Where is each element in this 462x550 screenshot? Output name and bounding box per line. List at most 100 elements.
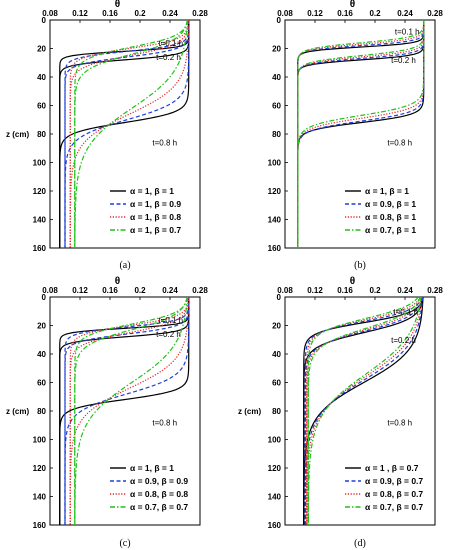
legend-label: α = 0.9, β = 1: [365, 199, 416, 209]
legend-label: α = 1, β = 0.7: [130, 225, 181, 235]
y-tick-label: 80: [37, 130, 46, 139]
legend-label: α = 0.8, β = 0.7: [365, 489, 423, 499]
x-axis-title: θ: [350, 0, 355, 10]
y-tick-label: 120: [268, 187, 282, 196]
y-tick-label: 120: [33, 187, 47, 196]
y-tick-label: 20: [272, 45, 281, 54]
series-line: [64, 20, 190, 248]
chart-panel: 0.08 0.12 0.16 0.2 0.24 0.28 0 20 40 60 80 100 120 14…: [268, 0, 444, 271]
y-axis-title: z (cm): [6, 407, 29, 416]
y-tick-label: 140: [268, 493, 282, 502]
y-tick-label: 140: [268, 216, 282, 225]
chart-panel: 0.08 0.12 0.16 0.2 0.24 0.28 0 20 40 60 80 100 120 14…: [238, 276, 443, 549]
y-tick-label: 120: [268, 464, 282, 473]
series-line: [307, 297, 422, 525]
y-tick-label: 80: [272, 130, 281, 139]
y-tick-label: 100: [268, 159, 282, 168]
x-tick-label: 0.12: [72, 9, 88, 18]
series-line: [306, 297, 421, 525]
series-line: [64, 20, 190, 248]
panel-caption: (d): [354, 538, 366, 549]
y-tick-label: 100: [33, 436, 47, 445]
y-tick-label: 60: [37, 102, 46, 111]
y-tick-label: 100: [268, 436, 282, 445]
series-line: [59, 20, 190, 248]
legend-label: α = 1, β = 0.9: [130, 199, 181, 209]
series-line: [64, 297, 190, 525]
y-tick-label: 0: [277, 16, 282, 25]
y-tick-label: 0: [42, 16, 47, 25]
time-label: t=0.2 h: [391, 336, 416, 345]
panel-caption: (a): [119, 260, 130, 271]
x-tick-label: 0.08: [42, 9, 58, 18]
x-tick-label: 0.12: [307, 286, 323, 295]
series-line: [304, 297, 423, 525]
y-tick-label: 140: [33, 493, 47, 502]
panel-caption: (c): [119, 538, 130, 549]
chart-panel: 0.08 0.12 0.16 0.2 0.24 0.28 0 20 40 60 80 100 120 14…: [6, 0, 208, 271]
legend-label: α = 0.8, β = 1: [365, 212, 416, 222]
time-label: t=0.2 h: [391, 56, 416, 65]
x-tick-label: 0.16: [102, 286, 118, 295]
series-line: [69, 20, 190, 248]
legend-label: α = 0.7, β = 0.7: [365, 502, 423, 512]
x-axis-title: θ: [115, 0, 120, 10]
series-line: [307, 297, 421, 525]
time-label: t=0.1 h: [158, 316, 183, 325]
series-line: [304, 297, 423, 525]
series-line: [74, 20, 189, 248]
x-tick-label: 0.24: [162, 9, 178, 18]
y-tick-label: 120: [33, 464, 47, 473]
series-line: [304, 297, 424, 525]
time-label: t=0.8 h: [152, 139, 177, 148]
time-label: t=0.2 h: [156, 330, 181, 339]
x-tick-label: 0.28: [192, 286, 208, 295]
x-axis-title: θ: [115, 276, 120, 287]
y-tick-label: 60: [37, 379, 46, 388]
x-tick-label: 0.2: [369, 286, 381, 295]
series-line: [69, 297, 190, 525]
legend-label: α = 1 , β = 0.7: [365, 463, 419, 473]
x-tick-label: 0.16: [102, 9, 118, 18]
x-tick-label: 0.2: [369, 9, 381, 18]
series-line: [74, 297, 188, 525]
time-label: t=0.8 h: [152, 418, 177, 427]
y-tick-label: 160: [33, 521, 47, 530]
time-label: t=0.1 h: [395, 27, 420, 36]
y-axis-title: z (cm): [238, 407, 261, 416]
y-tick-label: 160: [268, 521, 282, 530]
legend-label: α = 0.8, β = 0.8: [130, 489, 188, 499]
y-tick-label: 40: [37, 73, 46, 82]
y-tick-label: 40: [272, 73, 281, 82]
x-tick-label: 0.08: [277, 9, 293, 18]
chart-panel: 0.08 0.12 0.16 0.2 0.24 0.28 0 20 40 60 80 100 120 14…: [6, 276, 208, 549]
x-tick-label: 0.08: [42, 286, 58, 295]
series-line: [297, 20, 425, 248]
time-label: t=0.8 h: [387, 418, 412, 427]
series-line: [64, 297, 190, 525]
y-tick-label: 20: [272, 322, 281, 331]
y-tick-label: 60: [272, 102, 281, 111]
y-axis-title: z (cm): [6, 130, 29, 139]
series-line: [306, 297, 423, 525]
x-tick-label: 0.16: [337, 286, 353, 295]
legend-label: α = 1, β = 1: [130, 463, 174, 473]
y-tick-label: 20: [37, 45, 46, 54]
legend-label: α = 1, β = 0.8: [130, 212, 181, 222]
x-tick-label: 0.08: [277, 286, 293, 295]
series-line: [59, 297, 190, 525]
y-tick-label: 60: [272, 379, 281, 388]
series-group: [59, 297, 190, 525]
y-tick-label: 160: [33, 244, 47, 253]
y-tick-label: 0: [42, 293, 47, 302]
y-tick-label: 100: [33, 159, 47, 168]
y-tick-label: 140: [33, 216, 47, 225]
series-line: [69, 20, 190, 248]
legend-label: α = 0.7, β = 1: [365, 225, 416, 235]
time-label: t=0.1 h: [393, 307, 418, 316]
series-line: [74, 20, 188, 248]
time-label: t=0.8 h: [387, 139, 412, 148]
legend-label: α = 0.7, β = 0.7: [130, 502, 188, 512]
y-tick-label: 40: [37, 350, 46, 359]
